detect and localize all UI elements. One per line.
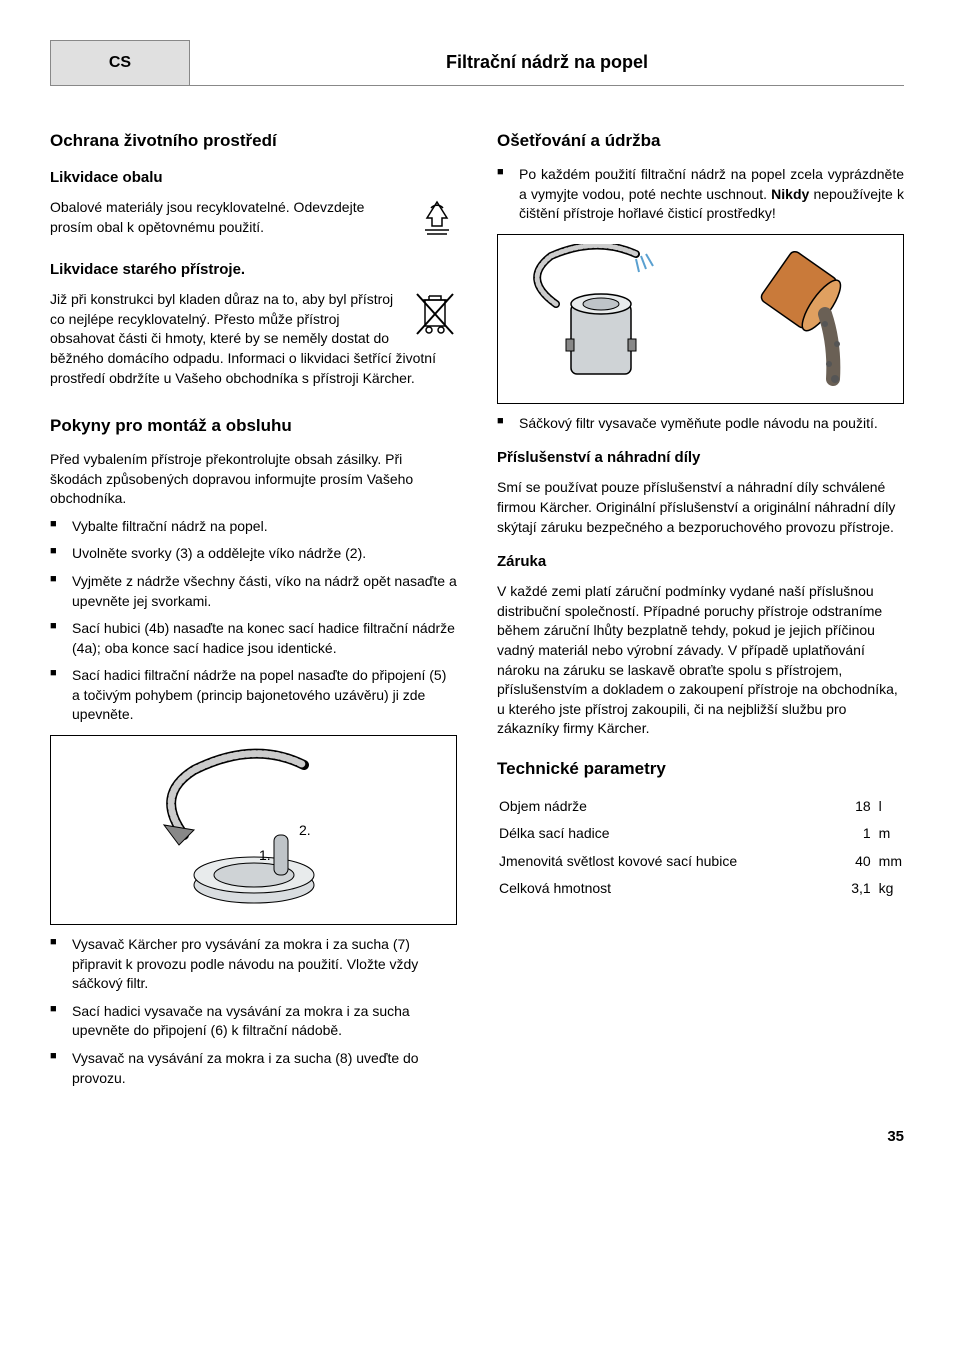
- table-row: Objem nádrže 18 l: [497, 793, 904, 821]
- figure-hose-attach: 2. 1.: [50, 735, 457, 925]
- table-row: Jmenovitá světlost kovové sací hubice 40…: [497, 848, 904, 876]
- list-item: Vysavač na vysávání za mokra i za sucha …: [50, 1049, 457, 1088]
- table-row: Délka sací hadice 1 m: [497, 820, 904, 848]
- spec-unit: l: [873, 793, 904, 821]
- spec-value: 1: [832, 820, 873, 848]
- table-row: Celková hmotnost 3,1 kg: [497, 875, 904, 903]
- assembly-steps-a: Vybalte filtrační nádrž na popel. Uvolně…: [50, 517, 457, 725]
- list-item: Sací hadici filtrační nádrže na popel na…: [50, 666, 457, 725]
- heading-accessories: Příslušenství a náhradní díly: [497, 447, 904, 468]
- page-header: CS Filtrační nádrž na popel: [50, 40, 904, 86]
- list-item: Sací hubici (4b) nasaďte na konec sací h…: [50, 619, 457, 658]
- list-item: Vybalte filtrační nádrž na popel.: [50, 517, 457, 537]
- list-item: Vyjměte z nádrže všechny části, víko na …: [50, 572, 457, 611]
- heading-maintenance: Ošetřování a údržba: [497, 129, 904, 153]
- left-column: Ochrana životního prostředí Likvidace ob…: [50, 111, 457, 1096]
- spec-value: 18: [832, 793, 873, 821]
- spec-unit: mm: [873, 848, 904, 876]
- assembly-intro: Před vybalením přístroje překontrolujte …: [50, 450, 457, 509]
- figure-empty-clean: [497, 234, 904, 404]
- spec-label: Délka sací hadice: [497, 820, 832, 848]
- no-bin-icon: [413, 290, 457, 344]
- warranty-text: V každé zemi platí záruční podmínky vyda…: [497, 582, 904, 739]
- old-device-text: Již při konstrukci byl kladen důraz na t…: [50, 290, 457, 388]
- packaging-text: Obalové materiály jsou recyklovatelné. O…: [50, 198, 457, 237]
- spec-value: 3,1: [832, 875, 873, 903]
- assembly-steps-b: Vysavač Kärcher pro vysávání za mokra i …: [50, 935, 457, 1088]
- spec-label: Jmenovitá světlost kovové sací hubice: [497, 848, 832, 876]
- list-item: Sáčkový filtr vysavače vyměňute podle ná…: [497, 414, 904, 434]
- figure-rinse: [504, 241, 698, 397]
- accessories-text: Smí se používat pouze příslušenství a ná…: [497, 478, 904, 537]
- maintenance-list-1: Po každém použití filtrační nádrž na pop…: [497, 165, 904, 224]
- maint-text-bold: Nikdy: [771, 186, 809, 202]
- heading-old-device: Likvidace starého přístroje.: [50, 259, 457, 280]
- recycle-icon: [417, 198, 457, 244]
- spec-unit: kg: [873, 875, 904, 903]
- svg-text:2.: 2.: [299, 822, 311, 838]
- maintenance-list-2: Sáčkový filtr vysavače vyměňute podle ná…: [497, 414, 904, 434]
- page-number: 35: [50, 1126, 904, 1147]
- list-item: Vysavač Kärcher pro vysávání za mokra i …: [50, 935, 457, 994]
- heading-warranty: Záruka: [497, 551, 904, 572]
- heading-specs: Technické parametry: [497, 757, 904, 781]
- right-column: Ošetřování a údržba Po každém použití fi…: [497, 111, 904, 1096]
- heading-environment: Ochrana životního prostředí: [50, 129, 457, 153]
- language-code: CS: [50, 40, 190, 86]
- svg-text:1.: 1.: [259, 847, 271, 863]
- page-title: Filtrační nádrž na popel: [190, 40, 904, 86]
- spec-label: Objem nádrže: [497, 793, 832, 821]
- list-item: Po každém použití filtrační nádrž na pop…: [497, 165, 904, 224]
- spec-label: Celková hmotnost: [497, 875, 832, 903]
- heading-assembly: Pokyny pro montáž a obsluhu: [50, 414, 457, 438]
- spec-unit: m: [873, 820, 904, 848]
- specs-table: Objem nádrže 18 l Délka sací hadice 1 m …: [497, 793, 904, 903]
- figure-pour-ash: [704, 241, 898, 397]
- spec-value: 40: [832, 848, 873, 876]
- list-item: Uvolněte svorky (3) a oddělejte víko nád…: [50, 544, 457, 564]
- heading-packaging: Likvidace obalu: [50, 167, 457, 188]
- list-item: Sací hadici vysavače na vysávání za mokr…: [50, 1002, 457, 1041]
- content-columns: Ochrana životního prostředí Likvidace ob…: [50, 111, 904, 1096]
